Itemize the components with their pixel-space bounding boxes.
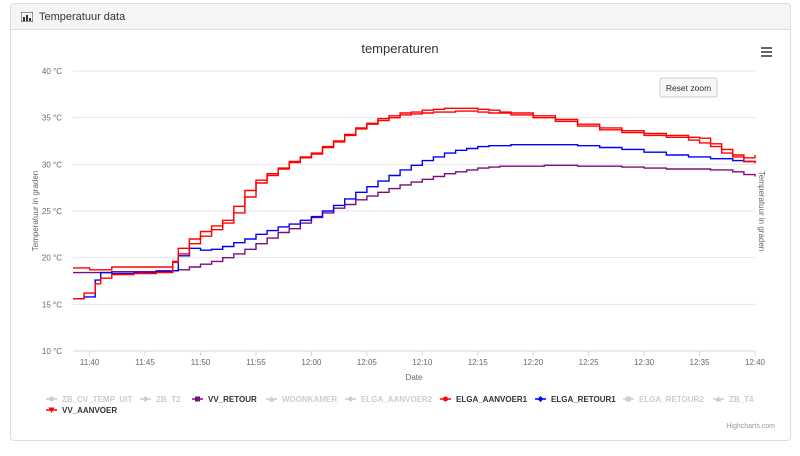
y-tick-label: 10 °C [42,347,62,356]
legend-label: VV_RETOUR [208,395,257,404]
x-axis-ticks: 11:40 11:45 11:50 11:55 12:00 12:05 12:10 12:15… [80,351,766,367]
legend-label: ELGA_AANVOER2 [361,395,433,404]
series-line-vv-retour [73,164,756,274]
legend-marker [347,396,354,402]
x-tick-label: 11:55 [246,358,266,367]
y-axis-label: Temperatuur in graden [31,171,40,252]
legend-label: ELGA_RETOUR1 [551,395,616,404]
hamburger-menu-icon [761,47,772,57]
reset-zoom-label: Reset zoom [666,83,711,93]
y-tick-label: 15 °C [42,300,62,309]
chart-title: temperaturen [361,41,438,56]
legend-marker [443,396,448,402]
y-tick-label: 35 °C [42,114,62,123]
y-axis-ticks: 10 °C 15 °C 20 °C 25 °C 30 °C 35 °C 40 °C [42,67,62,356]
y-axis-label-right: Temperatuur in graden [757,171,766,252]
legend-item-zb-t4[interactable]: ZB_T4 [713,395,754,404]
x-axis-label: Date [406,373,423,382]
legend-item-woonkamer[interactable]: WOONKAMER [266,395,337,404]
x-tick-label: 12:15 [468,358,489,367]
legend-marker [537,396,544,402]
legend-marker [48,407,55,413]
legend-item-vv-aanvoer[interactable]: VV_AANVOER [46,406,117,415]
legend-item-elga-retour1[interactable]: ELGA_RETOUR1 [535,395,616,404]
legend-marker [715,396,722,402]
x-tick-label: 11:40 [80,358,100,367]
y-tick-label: 40 °C [42,67,62,76]
legend-item-zb-t2[interactable]: ZB_T2 [140,395,181,404]
legend-marker [49,396,54,402]
bar-chart-icon [21,11,33,22]
legend-label: ZB_CV_TEMP_UIT [62,395,132,404]
x-tick-label: 12:20 [523,358,544,367]
x-tick-label: 11:50 [191,358,211,367]
reset-zoom-button[interactable]: Reset zoom [659,77,718,98]
legend-label: ZB_T2 [156,395,181,404]
series-line-vv-aanvoer [73,110,756,271]
legend-marker [195,396,200,402]
panel-title: Temperatuur data [39,10,126,23]
x-tick-label: 12:00 [301,358,322,367]
legend-item-elga-aanvoer1[interactable]: ELGA_AANVOER1 [440,395,528,404]
menu-button[interactable] [756,42,776,62]
legend-item-vv-retour[interactable]: VV_RETOUR [192,395,257,404]
chart-panel: Temperatuur data [10,3,791,441]
x-tick-label: 12:05 [357,358,378,367]
x-tick-label: 12:40 [745,358,766,367]
x-tick-label: 12:10 [412,358,433,367]
legend-item-elga-retour2[interactable]: ELGA_RETOUR2 [623,395,704,404]
legend-marker [142,396,149,402]
legend-marker [626,396,631,402]
legend-label: ELGA_AANVOER1 [456,395,528,404]
series-lines [73,107,756,300]
x-tick-label: 12:25 [579,358,600,367]
x-tick-label: 12:30 [634,358,655,367]
legend-label: ZB_T4 [729,395,754,404]
y-tick-label: 25 °C [42,207,62,216]
y-tick-label: 20 °C [42,254,62,263]
legend-label: ELGA_RETOUR2 [639,395,704,404]
legend: ZB_CV_TEMP_UIT ZB_T2 VV_RETOUR WOONKAMER ELG… [46,395,754,415]
x-tick-label: 11:45 [135,358,155,367]
legend-item-zb-cv-temp-uit[interactable]: ZB_CV_TEMP_UIT [46,395,132,404]
y-tick-label: 30 °C [42,160,62,169]
x-tick-label: 12:35 [690,358,711,367]
legend-item-elga-aanvoer2[interactable]: ELGA_AANVOER2 [345,395,433,404]
panel-heading: Temperatuur data [11,4,790,30]
grid [73,70,755,352]
credits[interactable]: Highcharts.com [726,423,775,430]
legend-marker [268,396,275,402]
legend-label: WOONKAMER [282,395,337,404]
legend-label: VV_AANVOER [62,406,117,415]
series-line-elga-aanvoer1 [73,107,756,300]
